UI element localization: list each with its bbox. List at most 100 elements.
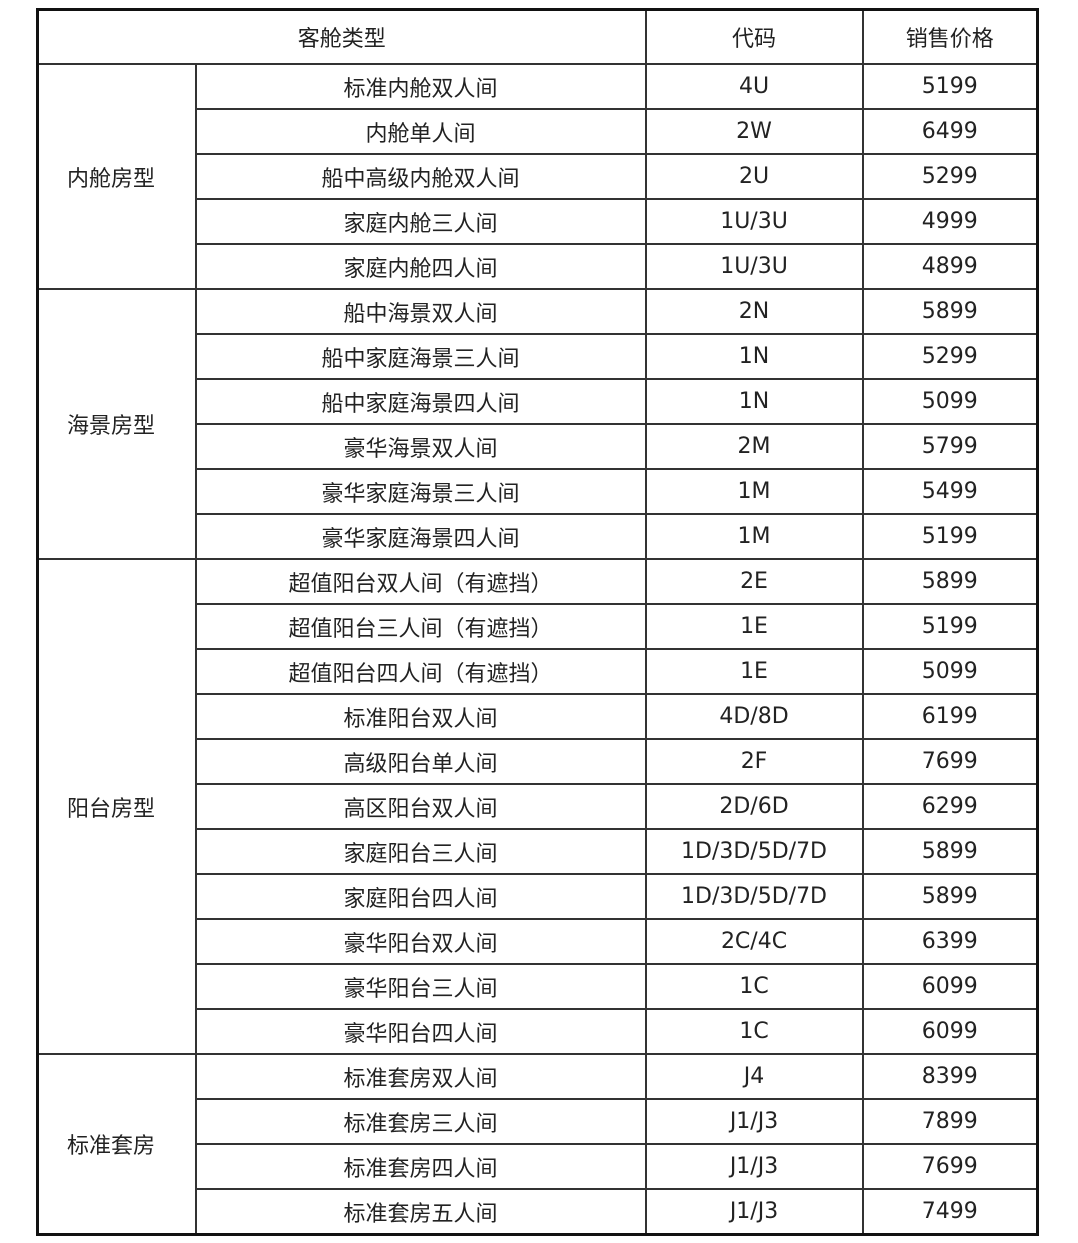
cabin-type: 标准内舱双人间 [194,63,647,110]
cabin-type: 家庭内舱三人间 [194,198,647,245]
cabin-type: 超值阳台双人间（有遮挡） [194,558,647,605]
cabin-type: 内舱单人间 [194,108,647,155]
table-row: 豪华阳台三人间 1C 6099 [38,963,1039,1010]
table-row: 船中家庭海景四人间 1N 5099 [38,378,1039,425]
price: 5899 [861,558,1039,605]
price: 7499 [861,1188,1039,1236]
code: 1E [644,648,864,695]
group-cell: 海景房型 [36,288,197,560]
price: 5199 [861,603,1039,650]
group-cell: 阳台房型 [36,558,197,1055]
code: 1C [644,1008,864,1055]
code: 1N [644,333,864,380]
code: 2N [644,288,864,335]
price: 6299 [861,783,1039,830]
code: 1D/3D/5D/7D [644,873,864,920]
code: 2F [644,738,864,785]
cabin-type: 标准套房四人间 [194,1143,647,1190]
price: 5099 [861,378,1039,425]
table-row: 家庭阳台四人间 1D/3D/5D/7D 5899 [38,873,1039,920]
header-cell: 销售价格 [861,8,1039,65]
table-row: 内舱房型 标准内舱双人间 4U 5199 [36,63,1039,290]
price: 5899 [861,288,1039,335]
table-row: 超值阳台三人间（有遮挡） 1E 5199 [38,603,1039,650]
cabin-type: 超值阳台三人间（有遮挡） [194,603,647,650]
price-table: 客舱类型 代码 销售价格 内舱房型 标准内舱双人间 4U 5199 内舱单人间 2W 6499 船… [36,8,1040,1236]
code: 1M [644,513,864,560]
cabin-type: 豪华家庭海景三人间 [194,468,647,515]
table-row: 豪华家庭海景三人间 1M 5499 [38,468,1039,515]
table-row: 家庭内舱三人间 1U/3U 4999 [38,198,1039,245]
price: 6099 [861,963,1039,1010]
cabin-type: 豪华海景双人间 [194,423,647,470]
table-row: 豪华阳台四人间 1C 6099 [38,1008,1039,1055]
code: J1/J3 [644,1098,864,1145]
price: 6199 [861,693,1039,740]
table-row: 标准套房三人间 J1/J3 7899 [38,1098,1039,1145]
table-row: 家庭内舱四人间 1U/3U 4899 [38,243,1039,290]
group-cell: 内舱房型 [36,63,197,290]
price: 6099 [861,1008,1039,1055]
price: 7699 [861,738,1039,785]
price: 4899 [861,243,1039,290]
cabin-type: 高级阳台单人间 [194,738,647,785]
table-row: 高级阳台单人间 2F 7699 [38,738,1039,785]
table-row: 标准套房四人间 J1/J3 7699 [38,1143,1039,1190]
code: 1C [644,963,864,1010]
cabin-type: 船中海景双人间 [194,288,647,335]
cabin-type: 超值阳台四人间（有遮挡） [194,648,647,695]
price: 5199 [861,513,1039,560]
table-row: 船中家庭海景三人间 1N 5299 [38,333,1039,380]
table-row: 高区阳台双人间 2D/6D 6299 [38,783,1039,830]
code: J1/J3 [644,1143,864,1190]
table-row: 超值阳台四人间（有遮挡） 1E 5099 [38,648,1039,695]
table-row: 豪华海景双人间 2M 5799 [38,423,1039,470]
cabin-type: 标准套房五人间 [194,1188,647,1236]
table-row: 标准套房五人间 J1/J3 7499 [38,1188,1039,1236]
code: 2D/6D [644,783,864,830]
cabin-type: 船中高级内舱双人间 [194,153,647,200]
table-row: 船中高级内舱双人间 2U 5299 [38,153,1039,200]
cabin-type: 船中家庭海景四人间 [194,378,647,425]
code: 2W [644,108,864,155]
code: 1U/3U [644,198,864,245]
group-cell: 标准套房 [36,1053,197,1236]
table-row: 标准阳台双人间 4D/8D 6199 [38,693,1039,740]
table-row: 海景房型 船中海景双人间 2N 5899 [36,288,1039,560]
table-row: 内舱单人间 2W 6499 [38,108,1039,155]
code: 1N [644,378,864,425]
code: J4 [644,1053,864,1100]
cabin-type: 豪华阳台双人间 [194,918,647,965]
cabin-type: 标准套房双人间 [194,1053,647,1100]
cabin-type: 豪华阳台四人间 [194,1008,647,1055]
cabin-type: 家庭阳台三人间 [194,828,647,875]
code: 4U [644,63,864,110]
cabin-type: 标准阳台双人间 [194,693,647,740]
price: 5199 [861,63,1039,110]
code: 2U [644,153,864,200]
code: 1D/3D/5D/7D [644,828,864,875]
table-row: 豪华阳台双人间 2C/4C 6399 [38,918,1039,965]
code: J1/J3 [644,1188,864,1236]
table-row: 阳台房型 超值阳台双人间（有遮挡） 2E 5899 [36,558,1039,1055]
header-row: 客舱类型 代码 销售价格 [36,8,1039,65]
table-row: 标准套房 标准套房双人间 J4 8399 [36,1053,1039,1236]
price: 8399 [861,1053,1039,1100]
price: 5899 [861,873,1039,920]
price: 5299 [861,333,1039,380]
code: 2M [644,423,864,470]
code: 4D/8D [644,693,864,740]
cabin-type: 家庭阳台四人间 [194,873,647,920]
price: 7699 [861,1143,1039,1190]
price: 6499 [861,108,1039,155]
code: 2C/4C [644,918,864,965]
code: 2E [644,558,864,605]
price: 7899 [861,1098,1039,1145]
price: 5299 [861,153,1039,200]
table-row: 豪华家庭海景四人间 1M 5199 [38,513,1039,560]
header-cell: 代码 [644,8,864,65]
cabin-type: 家庭内舱四人间 [194,243,647,290]
code: 1E [644,603,864,650]
cabin-type: 船中家庭海景三人间 [194,333,647,380]
